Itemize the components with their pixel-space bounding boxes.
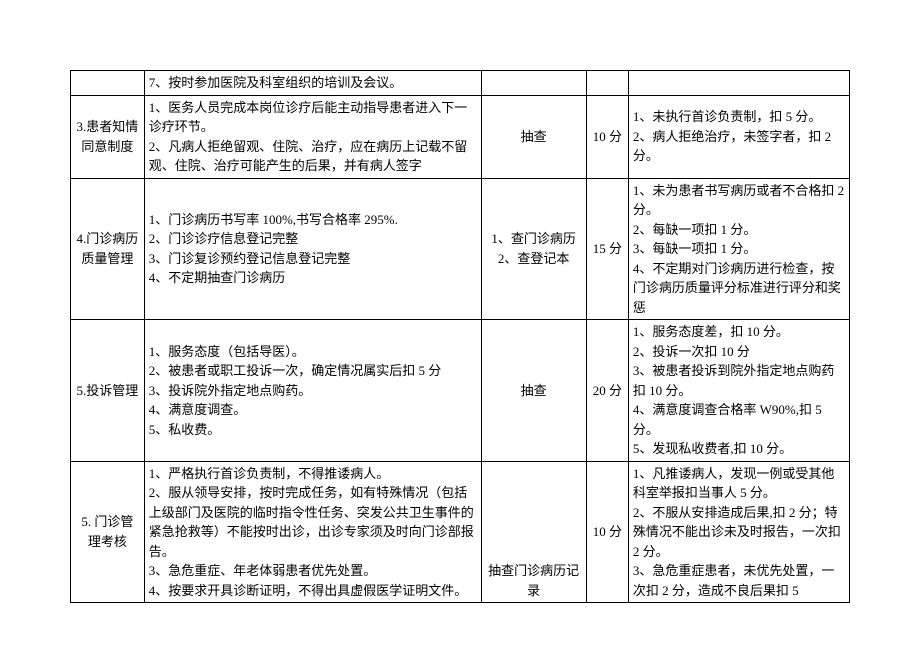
- cell-score: 20 分: [586, 320, 628, 462]
- cell-name: [71, 71, 145, 96]
- cell-method: [481, 71, 586, 96]
- cell-content: 1、门诊病历书写率 100%,书写合格率 295%.2、门诊诊疗信息登记完整3、…: [144, 178, 481, 320]
- cell-content: 1、服务态度（包括导医）。2、被患者或职工投诉一次，确定情况属实后扣 5 分3、…: [144, 320, 481, 462]
- table-row: 5. 门诊管理考核 1、严格执行首诊负责制，不得推诿病人。2、服从领导安排，按时…: [71, 461, 850, 603]
- cell-rule: 1、凡推诿病人，发现一例或受其他科室举报扣当事人 5 分。2、不服从安排造成后果…: [628, 461, 849, 603]
- table-row: 5.投诉管理 1、服务态度（包括导医）。2、被患者或职工投诉一次，确定情况属实后…: [71, 320, 850, 462]
- cell-score: [586, 71, 628, 96]
- cell-rule: 1、未为患者书写病历或者不合格扣 2 分。2、每缺一项扣 1 分。3、每缺一项扣…: [628, 178, 849, 320]
- cell-content: 7、按时参加医院及科室组织的培训及会议。: [144, 71, 481, 96]
- cell-content: 1、医务人员完成本岗位诊疗后能主动指导患者进入下一诊疗环节。2、凡病人拒绝留观、…: [144, 95, 481, 178]
- table-row: 3.患者知情同意制度 1、医务人员完成本岗位诊疗后能主动指导患者进入下一诊疗环节…: [71, 95, 850, 178]
- cell-rule: 1、未执行首诊负责制，扣 5 分。2、病人拒绝治疗，未签字者，扣 2 分。: [628, 95, 849, 178]
- cell-method: 抽查: [481, 95, 586, 178]
- cell-name: 5. 门诊管理考核: [71, 461, 145, 603]
- cell-name: 5.投诉管理: [71, 320, 145, 462]
- cell-score: 10 分: [586, 95, 628, 178]
- cell-score: 10 分: [586, 461, 628, 603]
- cell-method: 抽查: [481, 320, 586, 462]
- table-row: 7、按时参加医院及科室组织的培训及会议。: [71, 71, 850, 96]
- cell-rule: 1、服务态度差，扣 10 分。2、投诉一次扣 10 分3、被患者投诉到院外指定地…: [628, 320, 849, 462]
- cell-score: 15 分: [586, 178, 628, 320]
- cell-method: 抽查门诊病历记录: [481, 461, 586, 603]
- cell-rule: [628, 71, 849, 96]
- cell-name: 4.门诊病历质量管理: [71, 178, 145, 320]
- table-row: 4.门诊病历质量管理 1、门诊病历书写率 100%,书写合格率 295%.2、门…: [71, 178, 850, 320]
- cell-content: 1、严格执行首诊负责制，不得推诿病人。2、服从领导安排，按时完成任务，如有特殊情…: [144, 461, 481, 603]
- cell-name: 3.患者知情同意制度: [71, 95, 145, 178]
- evaluation-table: 7、按时参加医院及科室组织的培训及会议。 3.患者知情同意制度 1、医务人员完成…: [70, 70, 850, 603]
- cell-method: 1、查门诊病历 2、查登记本: [481, 178, 586, 320]
